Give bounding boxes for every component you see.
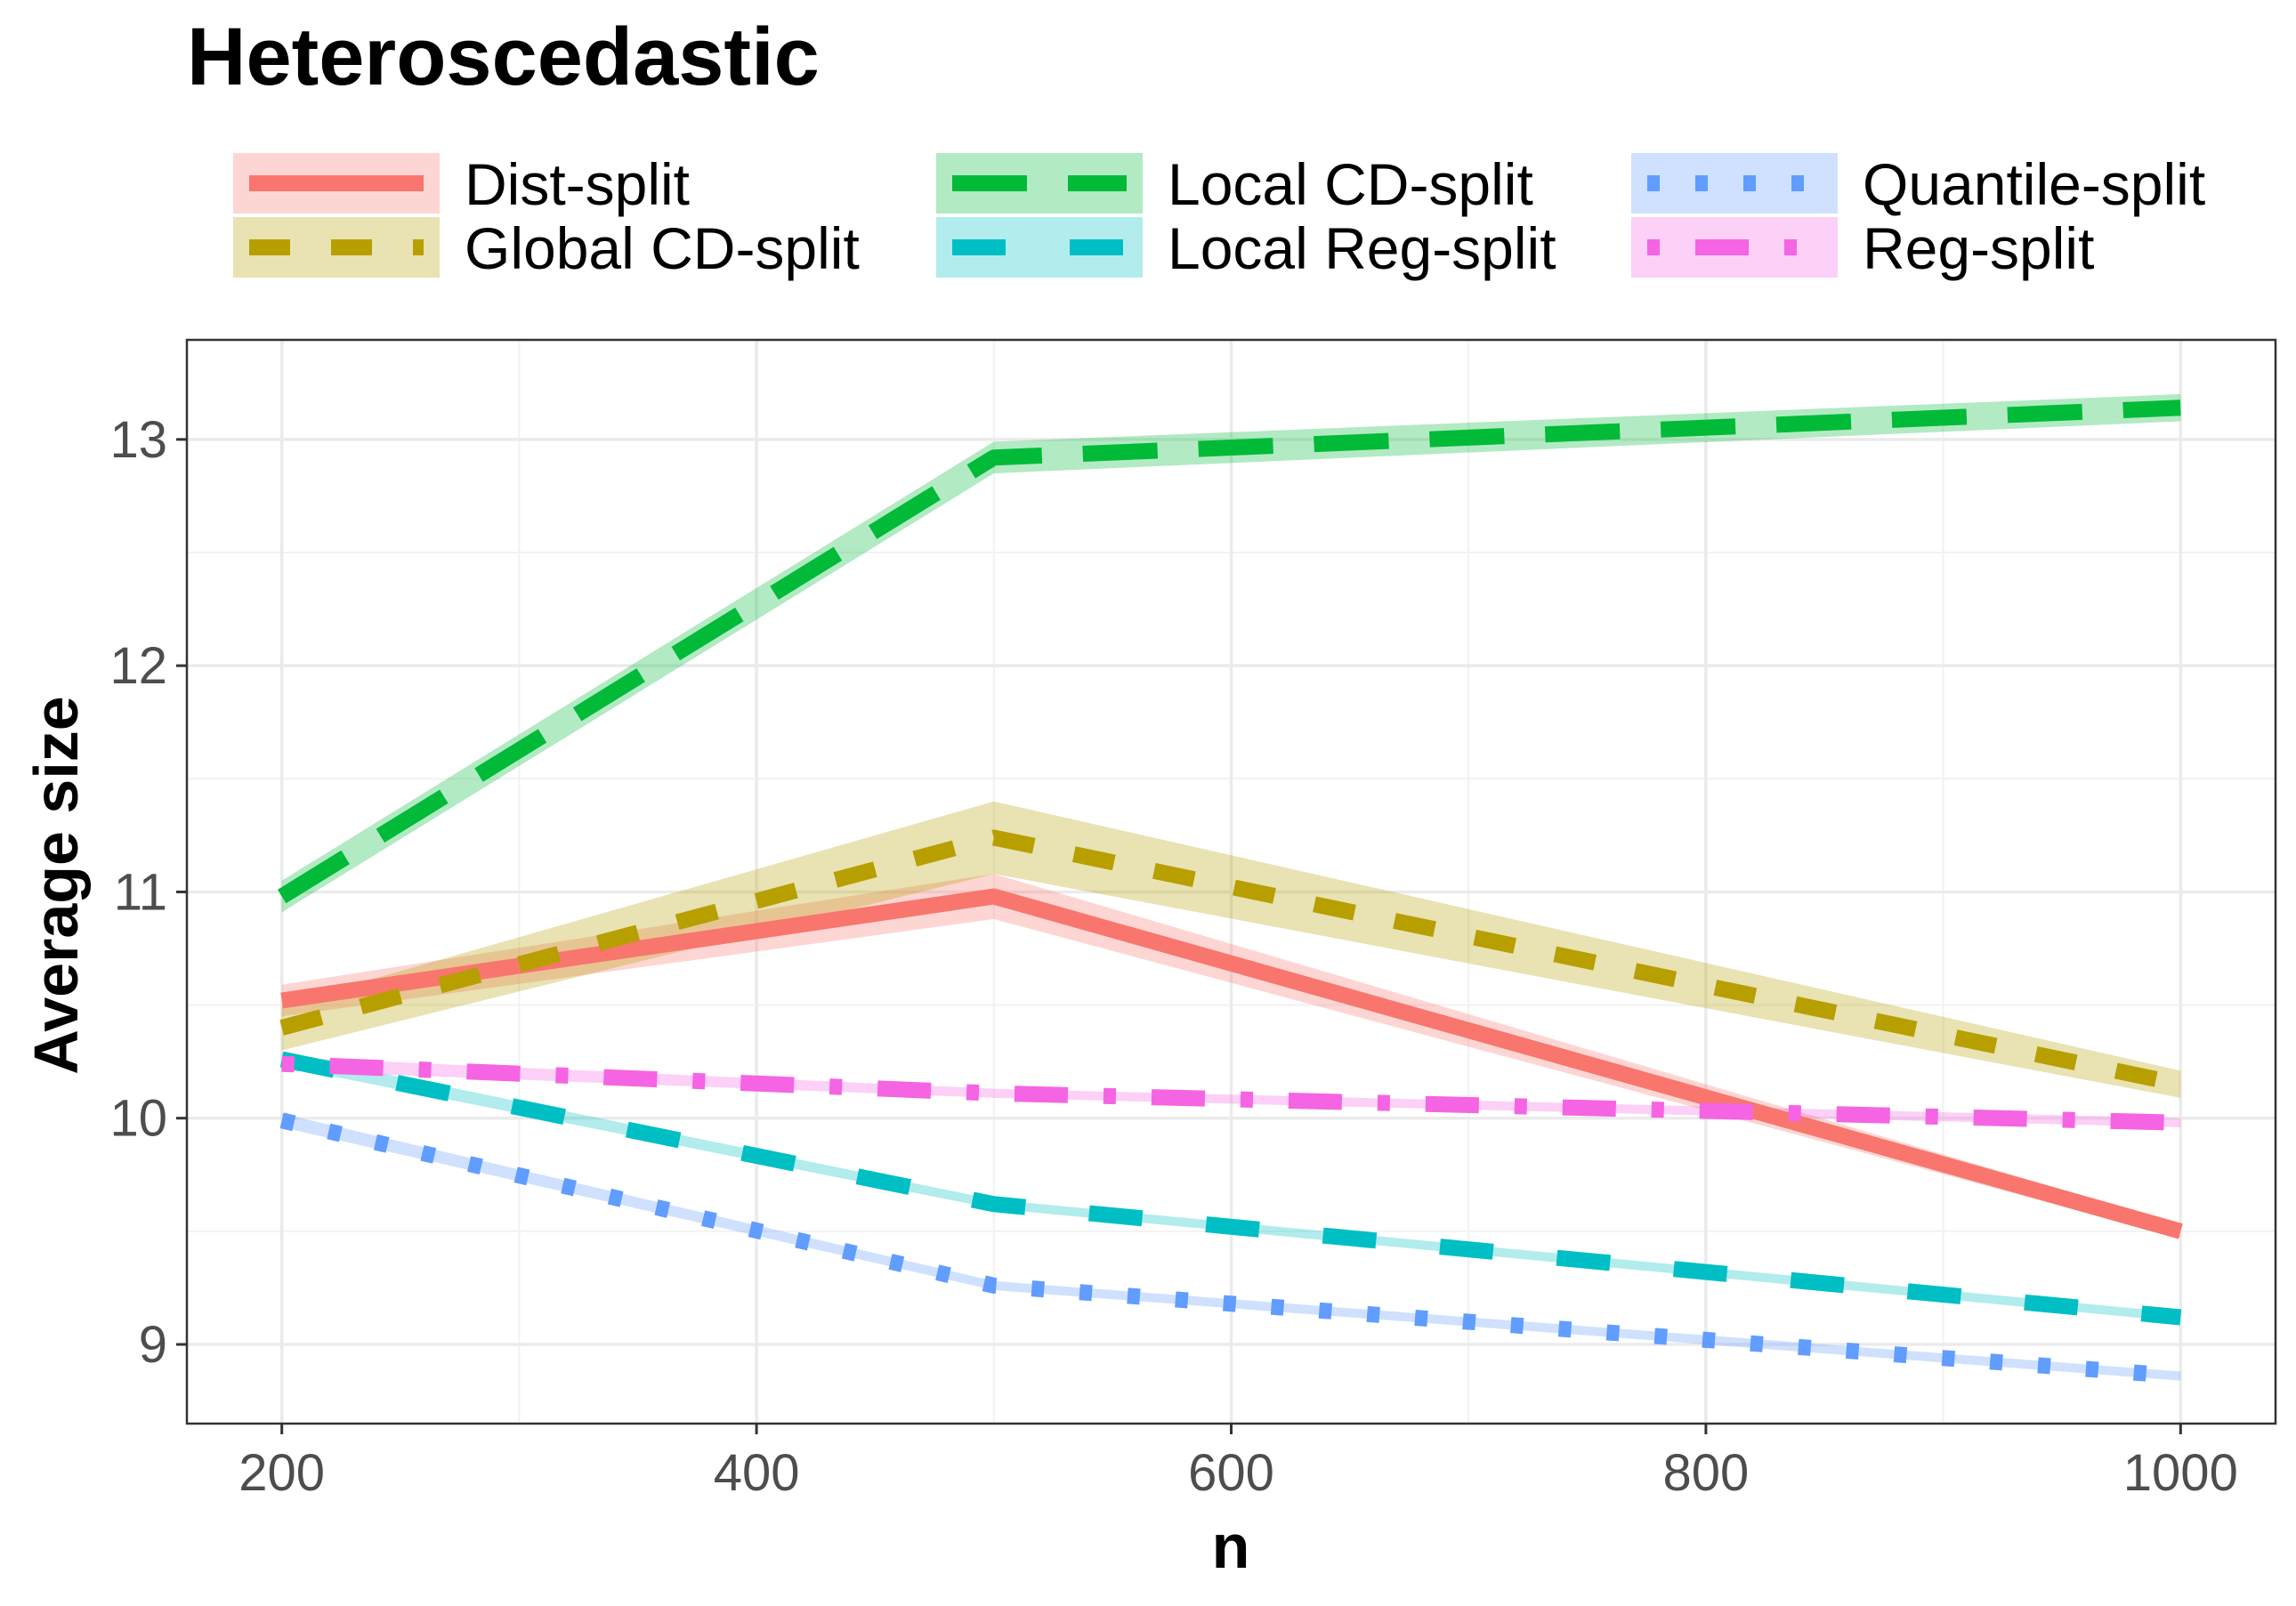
panel-border: [185, 338, 2277, 1425]
chart-title: Heteroscedastic: [187, 12, 820, 102]
legend-item-global-cd-split: Global CD-split: [233, 215, 860, 281]
ribbon-local-reg-split: [281, 1052, 2181, 1322]
legend-label-quantile-split: Quantile-split: [1863, 151, 2205, 217]
data-point-dist-split: [281, 999, 283, 1001]
x-tick-label: 600: [1188, 1444, 1274, 1502]
series-line-local-cd-split: [277, 399, 2181, 904]
data-point-local-cd-split: [993, 456, 995, 458]
data-point-reg-split: [2179, 1122, 2181, 1124]
y-axis-label: Average size: [21, 696, 91, 1074]
y-tick-label: 11: [114, 863, 167, 921]
x-axis-label: n: [1212, 1512, 1250, 1581]
ribbon-dist-split: [281, 874, 2181, 1239]
data-point-global-cd-split: [2179, 1084, 2181, 1085]
series-line-dist-split: [280, 888, 2183, 1239]
data-point-quantile-split: [2179, 1376, 2181, 1377]
data-point-quantile-split: [281, 1119, 283, 1121]
legend-key-quantile-split: [1631, 153, 1838, 214]
data-point-reg-split: [281, 1063, 283, 1065]
legend-label-reg-split: Reg-split: [1863, 215, 2094, 281]
y-tick-label: 13: [109, 411, 167, 469]
legend-label-dist-split: Dist-split: [465, 151, 690, 217]
x-tick-label: 800: [1663, 1444, 1750, 1502]
ribbon-local-cd-split: [281, 394, 2181, 913]
data-point-quantile-split: [993, 1285, 995, 1287]
series-line-local-reg-split: [279, 1051, 2182, 1326]
data-point-local-cd-split: [2179, 407, 2181, 408]
data-point-dist-split: [993, 896, 995, 898]
data-point-dist-split: [2179, 1231, 2181, 1232]
series-line-reg-split: [281, 1055, 2181, 1131]
legend-item-reg-split: Reg-split: [1631, 215, 2094, 281]
y-tick-label: 10: [109, 1090, 167, 1148]
plot-panel: 200 400 600 800 1000 9 10 11 12 13: [109, 338, 2277, 1502]
x-tick-label: 400: [714, 1444, 800, 1502]
series-line-quantile-split: [279, 1112, 2182, 1384]
data-point-global-cd-split: [993, 836, 995, 838]
legend-item-local-cd-split: Local CD-split: [936, 151, 1533, 217]
data-point-local-reg-split: [2179, 1316, 2181, 1318]
data-point-reg-split: [993, 1093, 995, 1094]
data-point-local-cd-split: [281, 896, 283, 898]
legend-item-quantile-split: Quantile-split: [1631, 151, 2205, 217]
ribbon-global-cd-split: [281, 801, 2181, 1098]
data-point-local-reg-split: [993, 1203, 995, 1205]
legend-item-local-reg-split: Local Reg-split: [936, 215, 1556, 281]
data-point-global-cd-split: [281, 1027, 283, 1029]
series-line-global-cd-split: [279, 829, 2183, 1093]
legend-item-dist-split: Dist-split: [233, 151, 690, 217]
x-tick-label: 200: [238, 1444, 325, 1502]
legend-label-local-cd-split: Local CD-split: [1168, 151, 1533, 217]
y-tick-label: 12: [109, 637, 167, 695]
x-tick-label: 1000: [2123, 1444, 2238, 1502]
legend-label-local-reg-split: Local Reg-split: [1168, 215, 1556, 281]
legend-label-global-cd-split: Global CD-split: [465, 215, 860, 281]
y-tick-label: 9: [139, 1316, 167, 1374]
